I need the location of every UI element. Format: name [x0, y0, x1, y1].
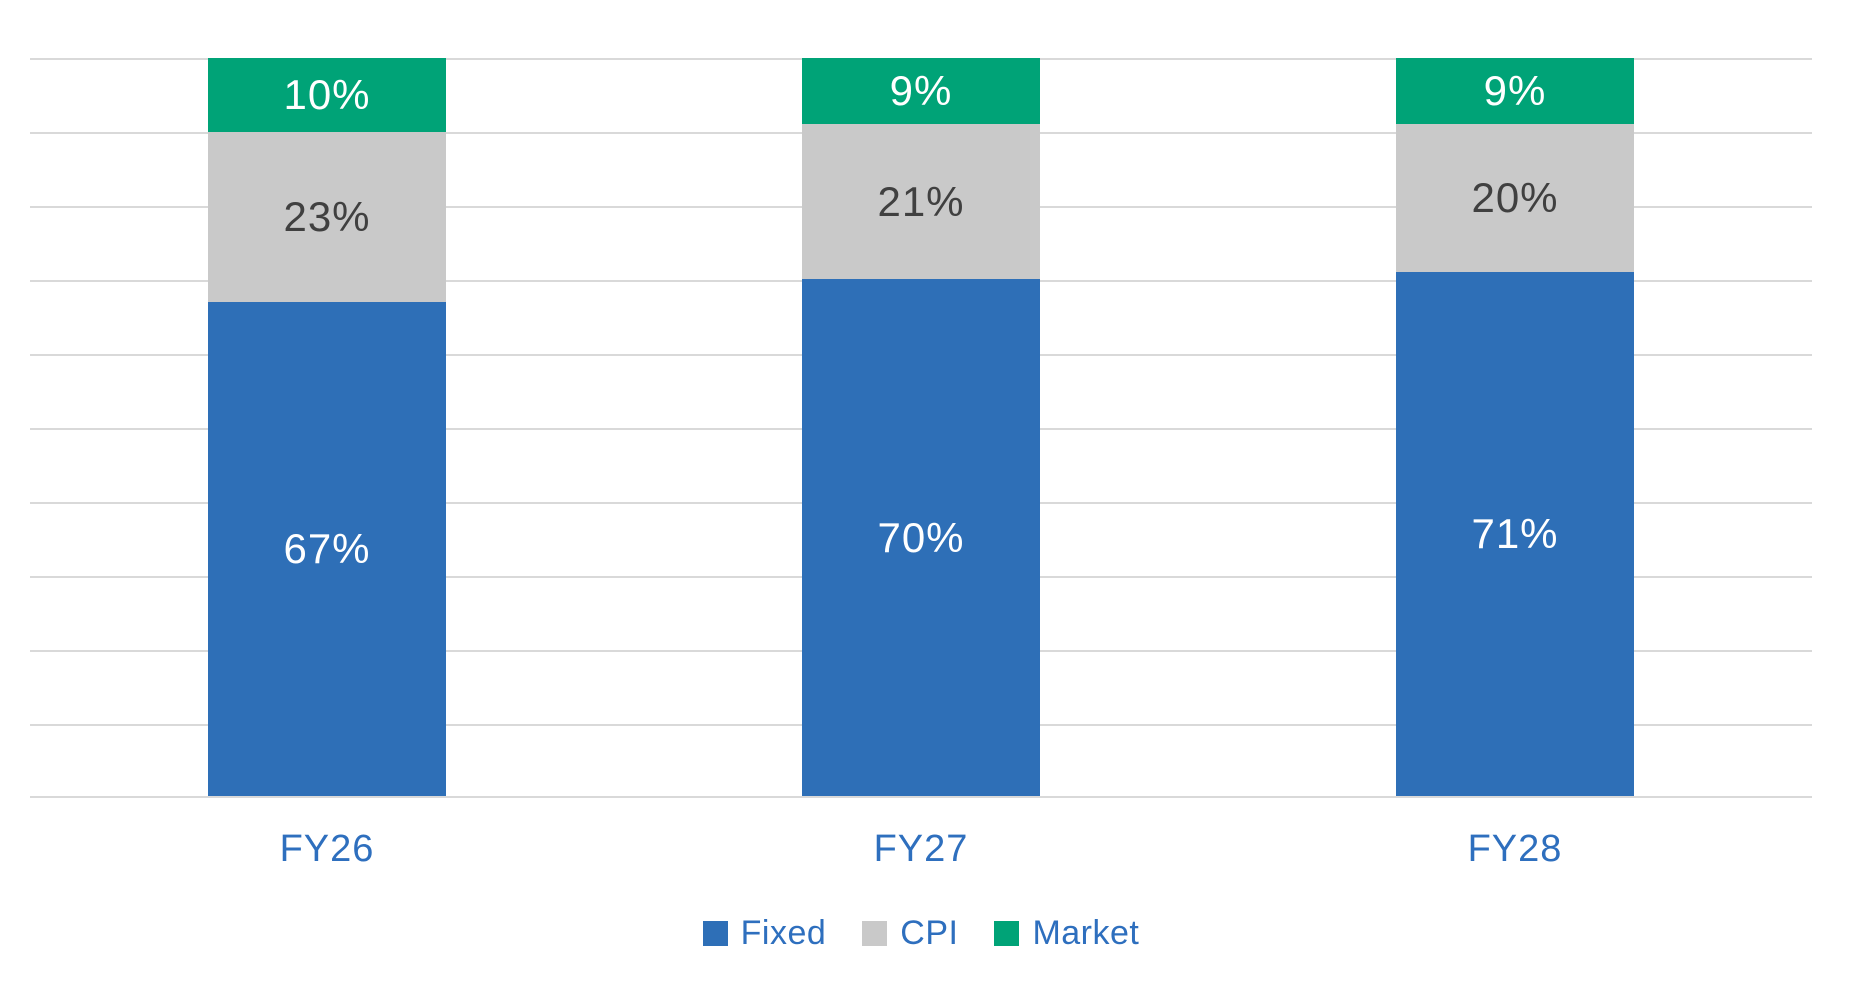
segment-cpi-fy28: 20%: [1396, 124, 1634, 272]
segment-fixed-fy26: 67%: [208, 301, 446, 796]
segment-market-fy28: 9%: [1396, 58, 1634, 125]
data-label-market-fy26: 10%: [283, 70, 371, 118]
bar-fy26: 10% 23% 67%: [208, 58, 446, 796]
legend: Fixed CPI Market: [30, 916, 1812, 950]
data-label-fixed-fy28: 71%: [1471, 509, 1559, 557]
legend-item-fixed: Fixed: [702, 914, 827, 952]
data-label-cpi-fy28: 20%: [1471, 174, 1559, 222]
data-label-cpi-fy26: 23%: [283, 192, 371, 240]
legend-item-cpi: CPI: [862, 916, 958, 950]
segment-market-fy27: 9%: [802, 58, 1040, 125]
category-slot-fy26: 10% 23% 67%: [30, 58, 624, 796]
segment-market-fy26: 10%: [208, 58, 446, 132]
x-axis: FY26 FY27 FY28: [30, 828, 1812, 871]
legend-label-fixed: Fixed: [740, 914, 827, 952]
x-axis-label-fy28: FY28: [1467, 828, 1563, 870]
category-slot-fy28: 9% 20% 71%: [1218, 58, 1812, 796]
segment-cpi-fy27: 21%: [802, 124, 1040, 280]
data-label-cpi-fy27: 21%: [877, 177, 965, 225]
legend-swatch-fixed: [702, 920, 728, 946]
legend-swatch-market: [994, 920, 1020, 946]
x-axis-label-fy26: FY26: [279, 828, 375, 870]
category-slot-fy27: 9% 21% 70%: [624, 58, 1218, 796]
segment-fixed-fy28: 71%: [1396, 272, 1634, 796]
bar-fy28: 9% 20% 71%: [1396, 58, 1634, 796]
data-label-market-fy27: 9%: [889, 67, 953, 115]
legend-label-cpi: CPI: [900, 914, 959, 952]
data-label-fixed-fy27: 70%: [877, 513, 965, 561]
legend-item-market: Market: [994, 916, 1139, 950]
legend-label-market: Market: [1032, 914, 1140, 952]
data-label-market-fy28: 9%: [1483, 67, 1547, 115]
data-label-fixed-fy26: 67%: [283, 524, 371, 572]
plot-area: 10% 23% 67% 9% 21% 70% 9% 20% 71%: [30, 58, 1812, 798]
segment-cpi-fy26: 23%: [208, 131, 446, 302]
bar-fy27: 9% 21% 70%: [802, 58, 1040, 796]
segment-fixed-fy27: 70%: [802, 279, 1040, 796]
legend-swatch-cpi: [862, 920, 888, 946]
x-axis-label-fy27: FY27: [873, 828, 969, 870]
